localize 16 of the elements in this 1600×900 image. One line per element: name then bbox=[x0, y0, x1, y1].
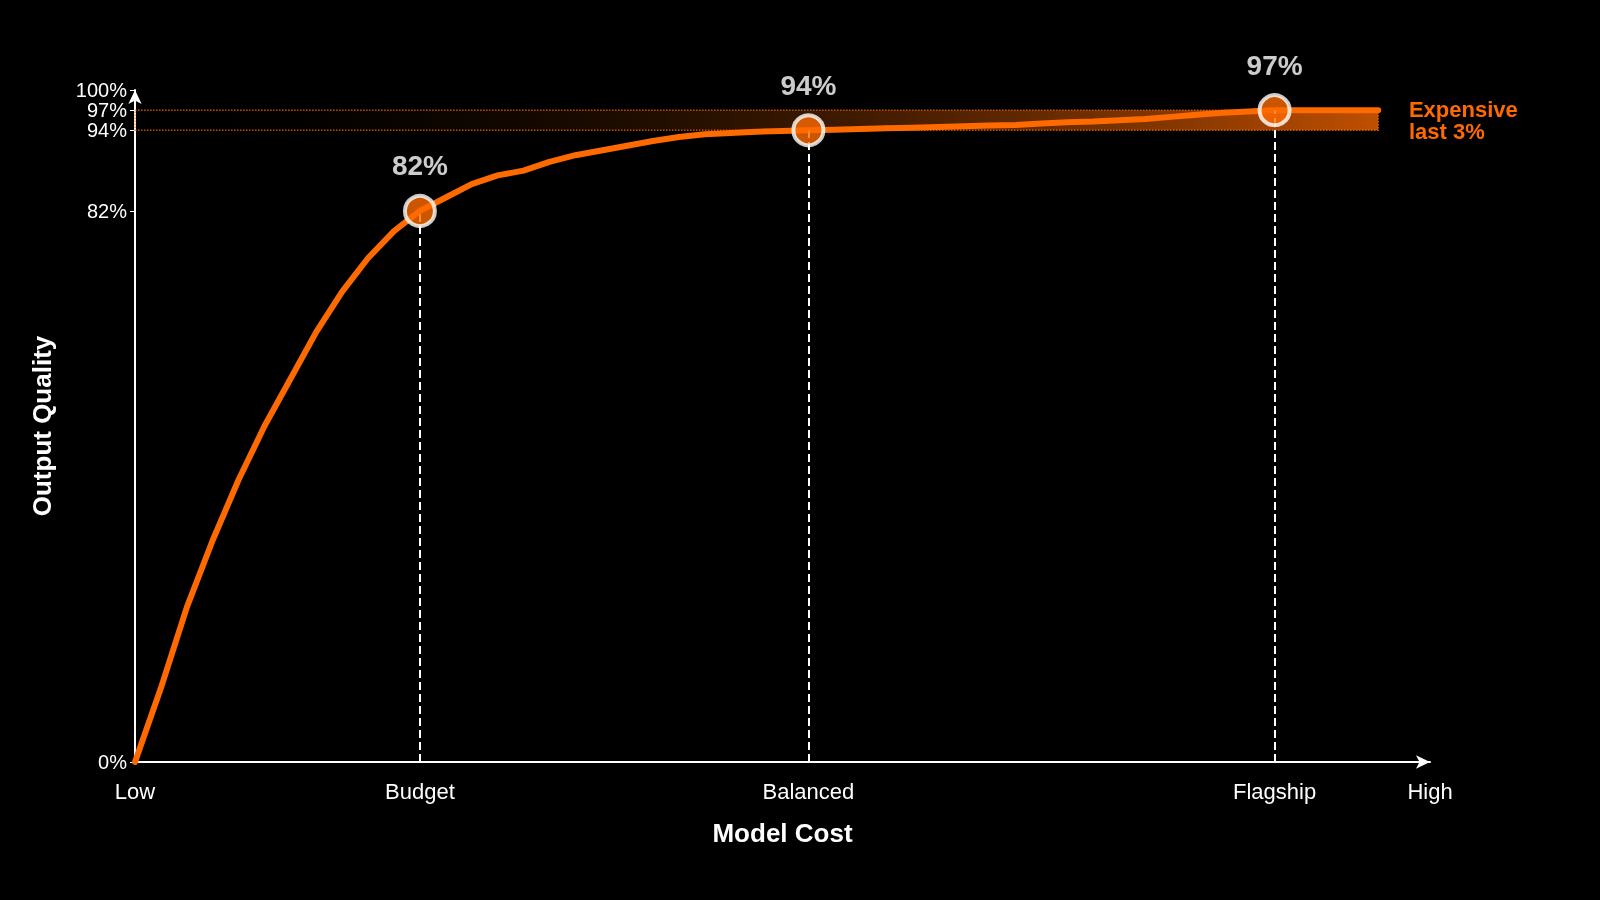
x-tick-label: Low bbox=[114, 778, 156, 804]
x-tick-label: Flagship bbox=[1233, 778, 1317, 804]
y-axis-title: Output Quality bbox=[27, 335, 57, 517]
y-tick-label: 100% bbox=[75, 79, 128, 101]
data-label: 94% bbox=[780, 69, 837, 101]
y-tick-label: 97% bbox=[86, 99, 128, 122]
x-axis-title: Model Cost bbox=[712, 818, 853, 848]
y-tick-label: 82% bbox=[86, 199, 128, 222]
y-tick-label: 94% bbox=[86, 119, 128, 142]
y-tick-label: 0% bbox=[98, 751, 128, 773]
x-tick-label: Budget bbox=[385, 778, 455, 804]
x-tick-label: Balanced bbox=[762, 778, 855, 804]
data-label: 82% bbox=[391, 150, 449, 182]
data-label: 97% bbox=[1246, 49, 1303, 81]
x-tick-label: High bbox=[1407, 778, 1453, 804]
band-label: Expensive last 3% bbox=[1408, 96, 1524, 144]
